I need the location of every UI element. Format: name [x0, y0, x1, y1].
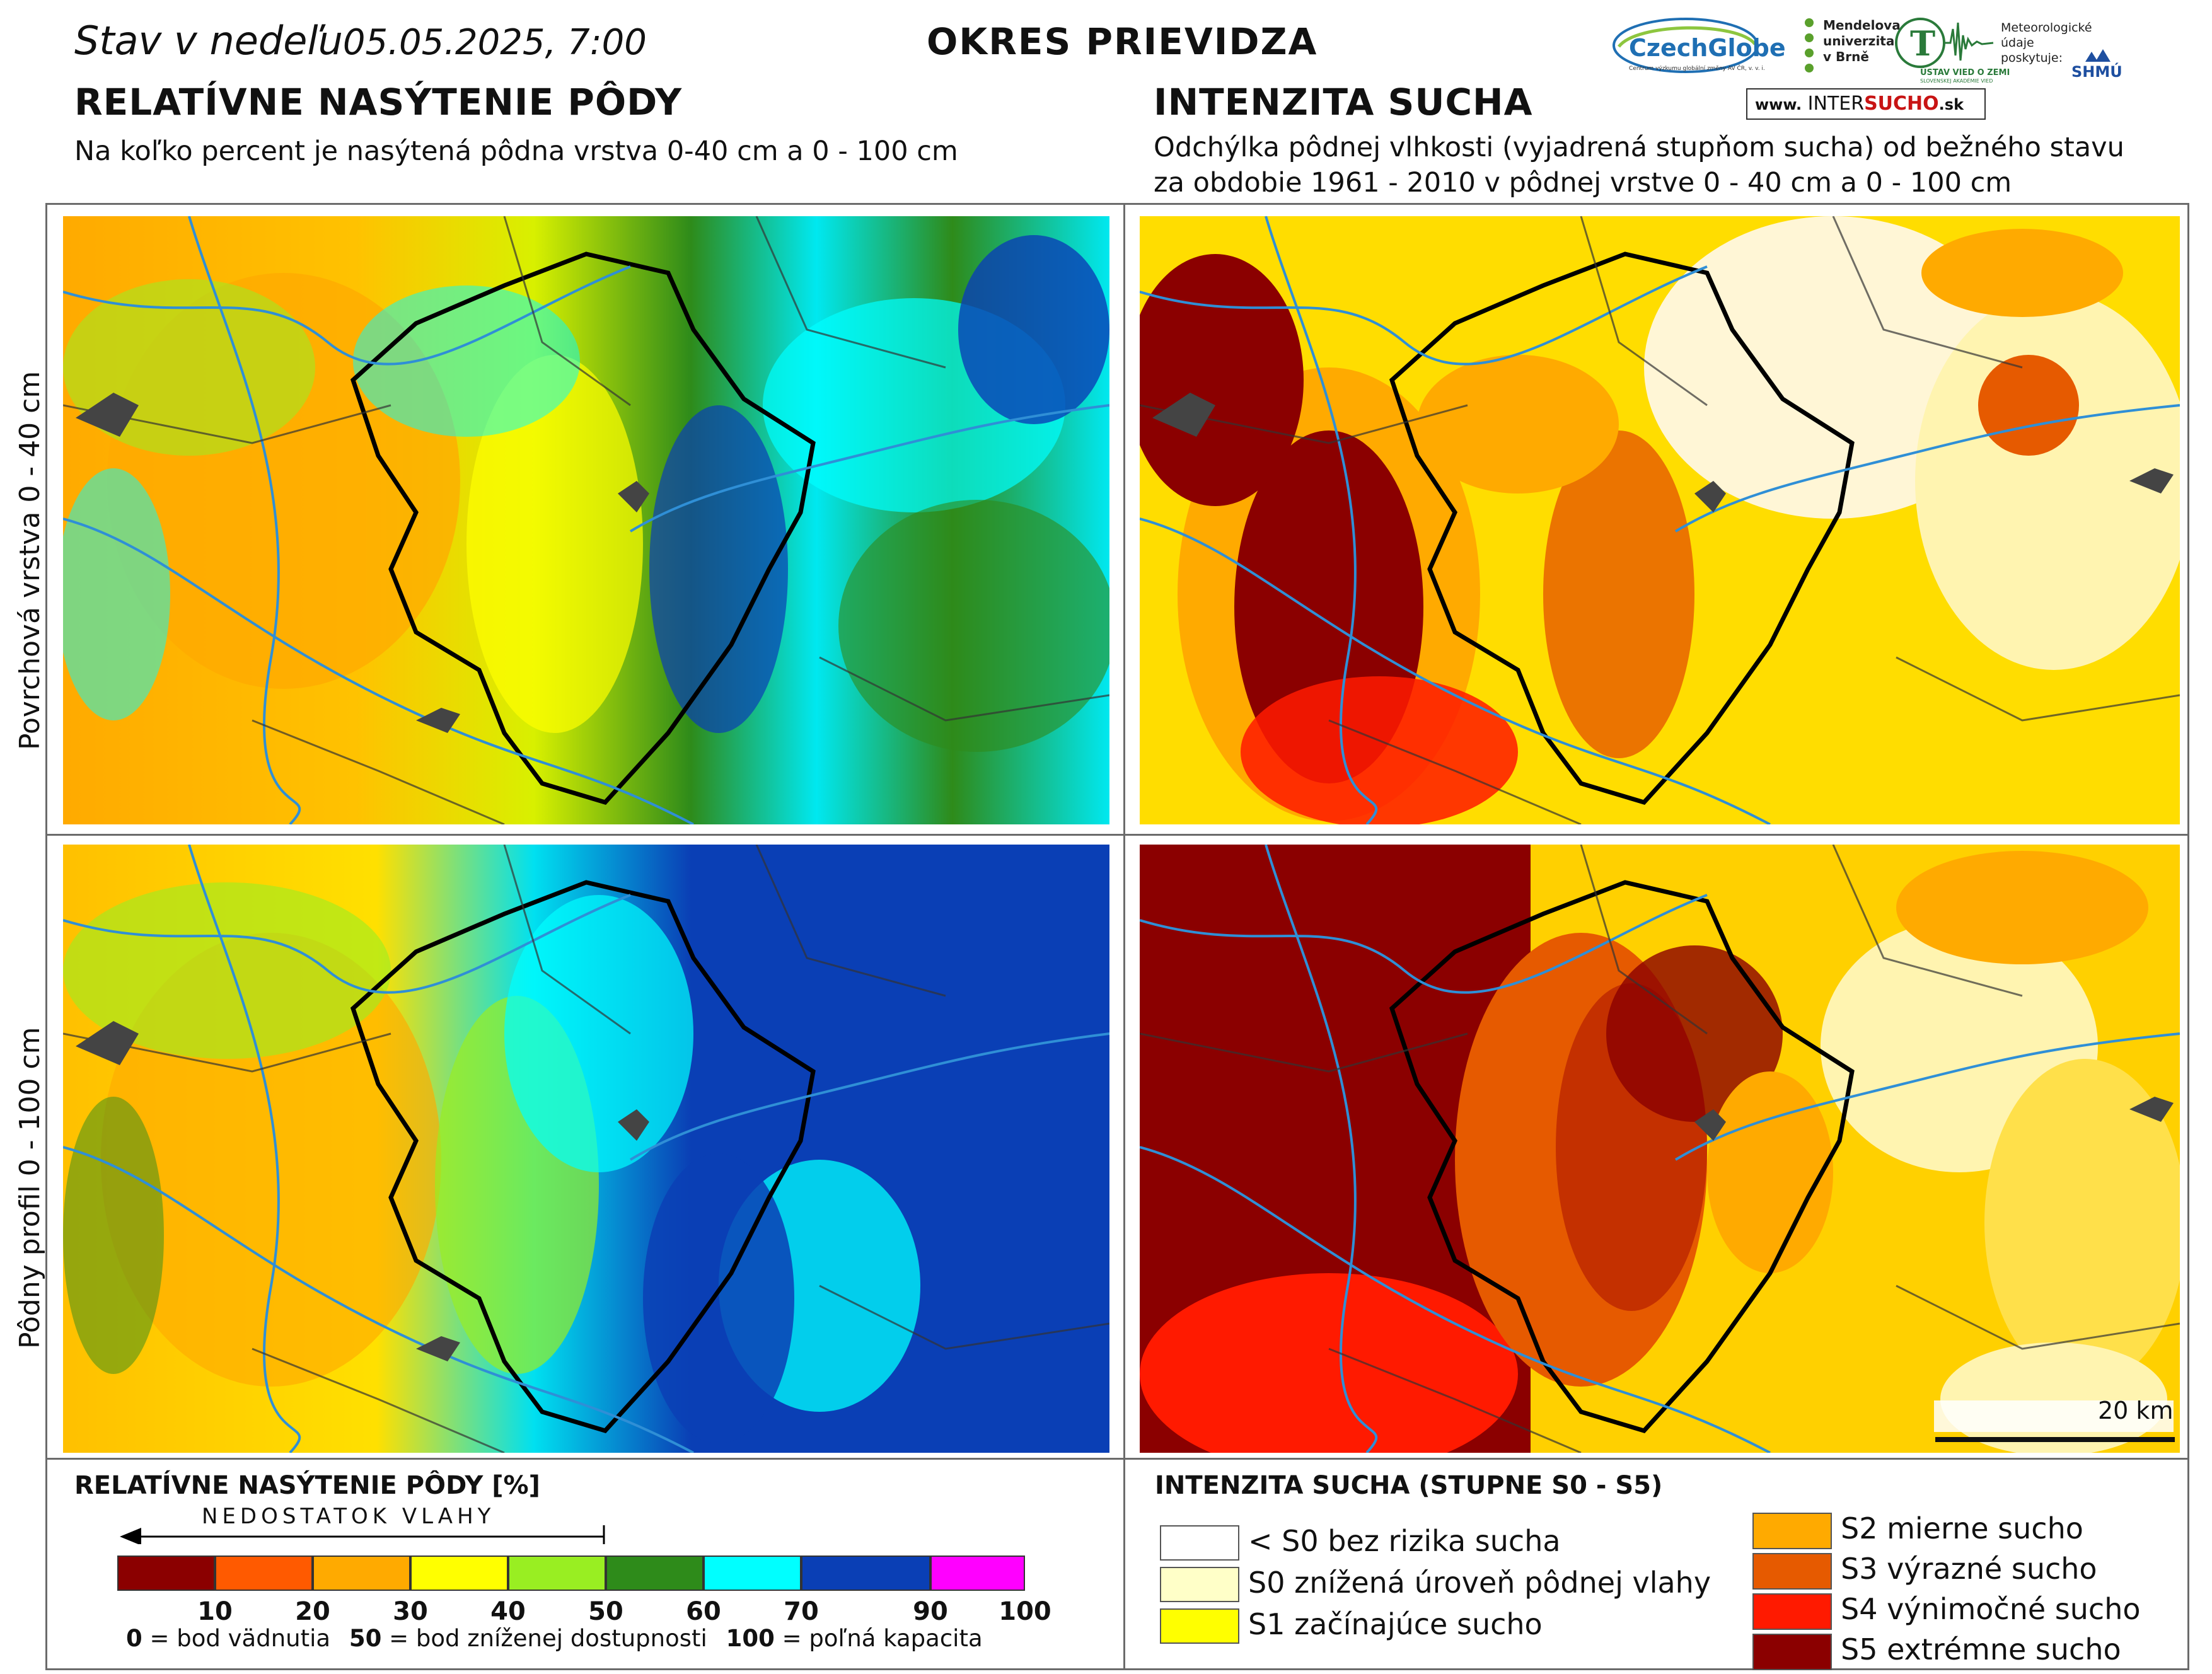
- saturation-scale-bin: [508, 1556, 606, 1591]
- czechglobe-sub: Centrum výzkumu globální změny AV ČR, v.…: [1629, 66, 1765, 72]
- saturation-scale-tick: 70: [784, 1597, 819, 1626]
- meteo-provider-label: Meteorologické údaje poskytuje:: [2001, 21, 2092, 65]
- drought-legend-label: S3 výrazné sucho: [1841, 1552, 2097, 1586]
- note-50-value: 50: [349, 1625, 382, 1652]
- uvz-sub: SLOVENSKEJ AKADÉMIE VIED: [1920, 78, 1993, 84]
- saturation-scale-bin: [215, 1556, 313, 1591]
- saturation-scale-tick: 40: [490, 1597, 526, 1626]
- drought-legend-label: S1 začínajúce sucho: [1248, 1607, 1543, 1641]
- shmu-name: SHMÚ: [2071, 63, 2122, 81]
- saturation-section-subtitle: Na koľko percent je nasýtená pôdna vrstv…: [74, 136, 958, 167]
- drought-legend-label: S0 znížená úroveň pôdnej vlahy: [1248, 1566, 1711, 1600]
- saturation-scale-bin: [117, 1556, 215, 1591]
- map-saturation-profile: [63, 845, 1109, 1453]
- note-100-text: = poľná kapacita: [774, 1625, 983, 1652]
- map-drought-profile: 20 km: [1140, 845, 2180, 1453]
- saturation-scale-bin: [930, 1556, 1025, 1591]
- saturation-scale-tick: 50: [588, 1597, 623, 1626]
- intersucho-part-c: .sk: [1938, 96, 1964, 113]
- drought-legend-swatch: [1160, 1525, 1239, 1561]
- row-label-profile: Pôdny profil 0 - 100 cm: [14, 1027, 46, 1349]
- saturation-scale-bin: [801, 1556, 930, 1591]
- drought-legend-swatch: [1160, 1608, 1239, 1644]
- drought-section-title: INTENZITA SUCHA: [1154, 81, 1533, 124]
- czechglobe-logo: CzechGlobe Centrum výzkumu globální změn…: [1611, 16, 1794, 88]
- svg-text:T: T: [1910, 23, 1935, 64]
- row-divider: [45, 834, 2189, 836]
- saturation-color-scale: 10 20 30 40 50 60 70 90 100: [117, 1556, 1051, 1626]
- status-date-title: Stav v nedeľu05.05.2025, 7:00: [74, 18, 647, 64]
- saturation-scale-tick: 90: [913, 1597, 948, 1626]
- shmu-logo: SHMÚ: [2066, 49, 2129, 82]
- partner-logos: CzechGlobe Centrum výzkumu globální změn…: [1611, 11, 2129, 120]
- note-0-value: 0: [126, 1625, 142, 1652]
- row-label-topsoil: Povrchová vrstva 0 - 40 cm: [14, 371, 46, 750]
- saturation-scale-bin: [606, 1556, 704, 1591]
- drought-legend-label: < S0 bez rizika sucha: [1248, 1524, 1561, 1558]
- intersucho-link[interactable]: www. INTERSUCHO.sk: [1746, 88, 1986, 120]
- saturation-scale-tick: 100: [999, 1597, 1051, 1626]
- region-title: OKRES PRIEVIDZA: [927, 20, 1318, 63]
- intersucho-part-a: INTER: [1807, 93, 1865, 115]
- uvz-logo: T ÚSTAV VIED O ZEMI SLOVENSKEJ AKADÉMIE …: [1895, 16, 2010, 86]
- drought-legend-title: INTENZITA SUCHA (STUPNE S0 - S5): [1155, 1471, 1663, 1500]
- saturation-section-title: RELATÍVNE NASÝTENIE PÔDY: [74, 81, 683, 124]
- saturation-legend-title: RELATÍVNE NASÝTENIE PÔDY [%]: [74, 1471, 540, 1500]
- saturation-scale-tick: 30: [393, 1597, 428, 1626]
- saturation-scale-tick: 20: [295, 1597, 330, 1626]
- drought-legend-label: S5 extrémne sucho: [1841, 1632, 2121, 1666]
- drought-legend-swatch: [1752, 1593, 1832, 1630]
- drought-legend-label: S4 výnimočné sucho: [1841, 1592, 2141, 1626]
- intersucho-prefix: www.: [1755, 96, 1802, 113]
- scale-bar-label: 20 km: [2098, 1397, 2174, 1424]
- map-saturation-topsoil: [63, 216, 1109, 824]
- center-divider: [1123, 203, 1125, 1670]
- drought-legend-items: < S0 bez rizika sucha S0 znížená úroveň p…: [1160, 1511, 2169, 1670]
- drought-section-subtitle-1: Odchýlka pôdnej vlhkosti (vyjadrená stup…: [1154, 132, 2124, 163]
- status-date: 05.05.2025, 7:00: [342, 22, 647, 63]
- czechglobe-name: CzechGlobe: [1629, 34, 1786, 62]
- drought-legend-swatch: [1752, 1553, 1832, 1590]
- mendel-name: Mendelova univerzita v Brně: [1823, 18, 1901, 64]
- legend-divider: [45, 1458, 2189, 1460]
- status-label: Stav v nedeľu: [74, 18, 343, 64]
- saturation-scale-tick: 10: [197, 1597, 233, 1626]
- moisture-deficit-label: NEDOSTATOK VLAHY: [202, 1504, 495, 1529]
- drought-legend-swatch: [1752, 1513, 1832, 1549]
- uvz-name: ÚSTAV VIED O ZEMI: [1920, 68, 2010, 78]
- note-50-text: = bod zníženej dostupnosti: [381, 1625, 707, 1652]
- note-100-value: 100: [726, 1625, 775, 1652]
- saturation-scale-bin: [410, 1556, 508, 1591]
- saturation-scale-tick: 60: [686, 1597, 721, 1626]
- saturation-scale-bin: [704, 1556, 801, 1591]
- intersucho-part-b: SUCHO: [1864, 93, 1939, 115]
- drought-legend-swatch: [1160, 1567, 1239, 1602]
- drought-section-subtitle-2: za obdobie 1961 - 2010 v pôdnej vrstve 0…: [1154, 167, 2012, 199]
- saturation-scale-notes: 0 = bod vädnutia 50 = bod zníženej dostu…: [126, 1625, 983, 1652]
- drought-legend-label: S2 mierne sucho: [1841, 1511, 2083, 1545]
- moisture-deficit-arrow: NEDOSTATOK VLAHY: [120, 1504, 605, 1545]
- saturation-scale-bin: [313, 1556, 410, 1591]
- note-0-text: = bod vädnutia: [142, 1625, 331, 1652]
- map-drought-topsoil: [1140, 216, 2180, 824]
- drought-legend-swatch: [1752, 1634, 1832, 1670]
